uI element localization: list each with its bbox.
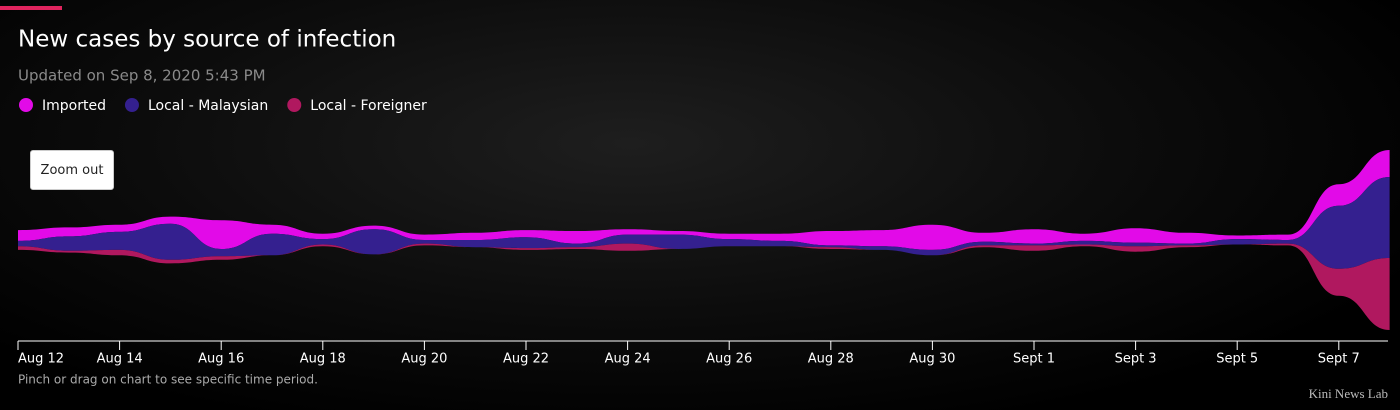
legend-label: Local - Foreigner	[310, 98, 427, 114]
legend-swatch	[19, 98, 33, 112]
chart-subtitle: Updated on Sep 8, 2020 5:43 PM	[18, 67, 266, 85]
x-tick-label: Sept 5	[1216, 352, 1258, 367]
x-tick-label: Aug 16	[198, 352, 244, 367]
x-tick-label: Sept 3	[1115, 352, 1157, 367]
legend-swatch	[124, 98, 139, 112]
legend-label: Local - Malaysian	[148, 98, 268, 114]
x-tick-label: Aug 18	[300, 352, 346, 367]
x-tick-label: Aug 14	[97, 352, 143, 367]
credit: Kini News Lab	[1309, 386, 1388, 401]
stream-layer	[18, 243, 1390, 330]
stream-layer	[18, 150, 1390, 250]
legend-swatch	[287, 98, 302, 112]
x-tick-label: Aug 22	[503, 352, 549, 367]
stream-layer	[18, 177, 1390, 269]
x-tick-label: Aug 26	[706, 352, 752, 367]
accent-bar	[0, 6, 62, 10]
chart-title: New cases by source of infection	[18, 27, 396, 53]
x-tick-label: Aug 12	[18, 352, 64, 367]
x-tick-label: Sept 1	[1013, 352, 1055, 367]
legend-label: Imported	[42, 98, 106, 114]
x-tick-label: Aug 28	[808, 352, 854, 367]
x-tick-label: Aug 20	[401, 352, 447, 367]
x-tick-label: Aug 24	[605, 352, 651, 367]
zoom-out-button[interactable]: Zoom out	[30, 150, 114, 190]
x-tick-label: Sept 7	[1318, 352, 1360, 367]
x-tick-label: Aug 30	[909, 352, 955, 367]
chart-note: Pinch or drag on chart to see specific t…	[18, 373, 318, 387]
